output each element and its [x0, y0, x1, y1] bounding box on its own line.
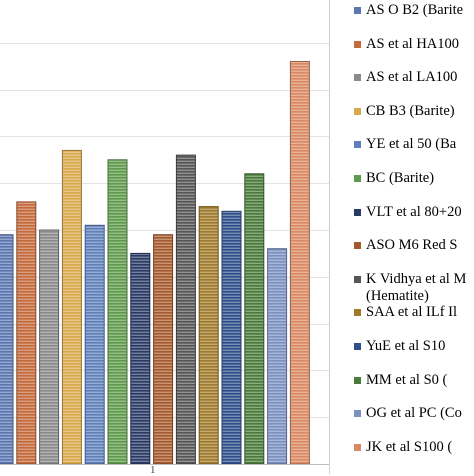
- bar: [107, 159, 128, 465]
- bar: [61, 149, 82, 465]
- legend: AS O B2 (Barite AS et al HA100 AS et al LA…: [348, 0, 474, 474]
- legend-swatch: [354, 376, 361, 384]
- legend-label: YE et al 50 (Ba: [366, 136, 457, 153]
- x-tick-label: 1: [150, 464, 156, 476]
- legend-swatch: [354, 309, 361, 317]
- legend-label: VLT et al 80+20: [366, 203, 462, 220]
- legend-swatch: [354, 242, 361, 250]
- bar: [289, 61, 310, 465]
- legend-label: MM et al S0 (: [366, 371, 448, 388]
- legend-label: YuE et al S10: [366, 338, 446, 354]
- legend-label: ASO M6 Red S: [366, 237, 458, 254]
- legend-swatch: [354, 275, 361, 283]
- legend-swatch: [354, 443, 361, 451]
- legend-swatch: [354, 74, 361, 82]
- legend-label: OG et al PC (Co: [366, 405, 462, 422]
- bar: [244, 173, 265, 465]
- bar: [175, 154, 196, 465]
- legend-swatch: [354, 141, 361, 149]
- legend-swatch: [354, 208, 361, 216]
- legend-label: SAA et al ILf Il: [366, 304, 458, 321]
- plot-area: 1: [0, 0, 330, 476]
- bar: [198, 206, 219, 465]
- bar: [267, 248, 288, 465]
- legend-label: BC (Barite): [366, 170, 435, 186]
- legend-label: AS et al LA100: [366, 69, 458, 86]
- legend-label: AS O B2 (Barite: [366, 2, 464, 18]
- bar: [84, 224, 105, 465]
- bar: [16, 201, 37, 465]
- legend-swatch: [354, 7, 361, 14]
- legend-label: K Vidhya et al M (Hematite): [366, 270, 467, 304]
- bar-chart: [0, 0, 330, 474]
- bar: [221, 210, 242, 465]
- bars: [0, 61, 310, 465]
- legend-swatch: [354, 107, 361, 115]
- bar: [153, 234, 174, 465]
- bar: [0, 234, 14, 465]
- legend-label: CB B3 (Barite): [366, 102, 455, 119]
- legend-label: JK et al S100 (: [366, 438, 453, 455]
- legend-swatch: [354, 40, 361, 48]
- legend-swatch: [354, 343, 361, 350]
- legend-label: AS et al HA100: [366, 35, 460, 52]
- bar: [39, 229, 60, 465]
- legend-swatch: [354, 175, 361, 182]
- bar: [130, 252, 151, 465]
- legend-swatch: [354, 410, 361, 418]
